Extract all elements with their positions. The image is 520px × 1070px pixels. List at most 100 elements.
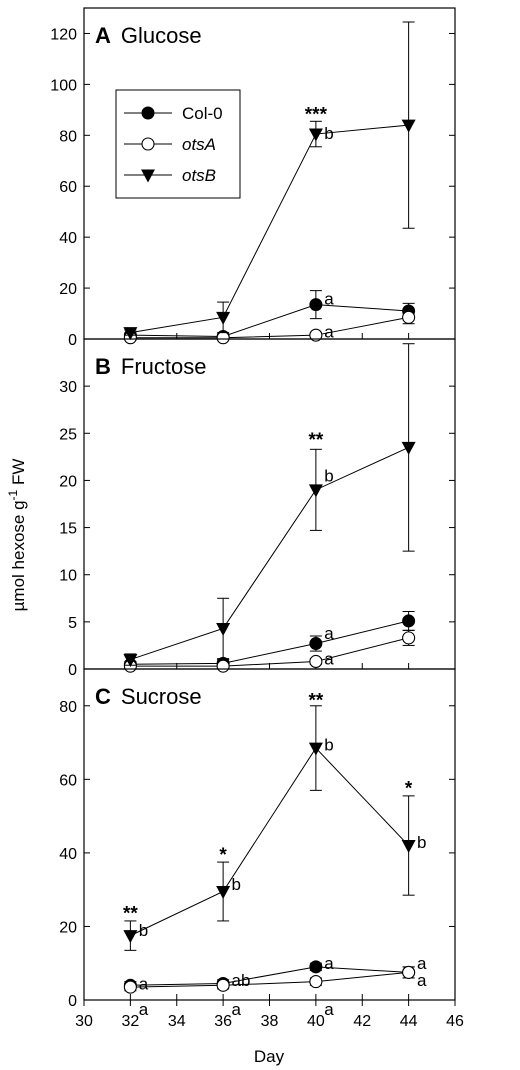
group-letter: a <box>324 289 334 308</box>
panel-letter: C <box>95 684 111 709</box>
significance-stars: ** <box>308 690 323 711</box>
panel-frame-C <box>83 668 456 1001</box>
point-otsB <box>123 930 138 944</box>
series-otsB <box>123 705 416 951</box>
y-title-superscript: -1 <box>6 489 20 500</box>
point-otsB <box>308 742 323 756</box>
x-axis: 30 32 34 36 38 40 42 44 46 <box>75 1000 464 1030</box>
y-title-part: FW <box>9 459 28 490</box>
group-letter: a <box>324 650 334 669</box>
group-letter: b <box>417 833 426 852</box>
y-tick-label: 20 <box>59 281 77 298</box>
x-tick-label: 34 <box>168 1013 186 1030</box>
group-letter: a <box>324 954 334 973</box>
legend-marker <box>141 169 155 183</box>
series-otsA <box>123 965 416 994</box>
point-otsB <box>401 441 416 455</box>
point-otsA <box>309 328 323 342</box>
point-otsA <box>309 975 323 989</box>
legend-item-Col-0: Col-0 <box>124 104 223 123</box>
y-tick-label: 60 <box>59 772 77 789</box>
series-line-otsA <box>130 637 409 667</box>
series-line-otsB <box>130 446 409 661</box>
panel-title: C Sucrose <box>95 684 202 709</box>
panel-title-text: Fructose <box>121 354 207 379</box>
group-letter: b <box>324 467 333 486</box>
point-Col-0 <box>309 298 323 312</box>
y-tick-label: 120 <box>50 26 77 43</box>
y-tick-label: 40 <box>59 846 77 863</box>
y-title-part: µmol hexose g <box>9 500 28 611</box>
legend-item-otsB: otsB <box>124 166 216 185</box>
point-otsB <box>216 311 231 325</box>
legend: Col-0 otsA otsB <box>115 89 241 199</box>
point-otsA <box>216 331 230 345</box>
y-axis-title: µmol hexose g-1 FW <box>6 459 28 612</box>
y-tick-label: 5 <box>68 615 77 632</box>
x-tick-label: 30 <box>75 1013 93 1030</box>
x-tick-label: 42 <box>353 1013 371 1030</box>
x-tick-label: 44 <box>400 1013 418 1030</box>
group-letter: a <box>139 974 149 993</box>
group-letter: b <box>139 921 148 940</box>
panel-letter: B <box>95 354 111 379</box>
panel-title: A Glucose <box>95 23 202 48</box>
group-letter: a <box>324 624 334 643</box>
y-tick-label: 15 <box>59 521 77 538</box>
point-otsA <box>216 978 230 992</box>
point-otsA <box>123 980 137 994</box>
x-tick-label: 40 <box>307 1013 325 1030</box>
y-tick-label: 100 <box>50 77 77 94</box>
group-letter: a <box>417 954 427 973</box>
y-tick-label: 0 <box>68 662 77 679</box>
group-letter: a <box>324 322 334 341</box>
group-letter: a <box>232 1000 242 1019</box>
legend-marker <box>141 137 155 151</box>
point-Col-0 <box>402 614 416 628</box>
group-letter: a <box>139 1000 149 1019</box>
group-letter: ab <box>232 971 251 990</box>
point-Col-0 <box>309 637 323 651</box>
legend-label: Col-0 <box>182 104 223 123</box>
series-line-Col-0 <box>130 966 409 986</box>
panel-A: 0 20 40 60 80 100 120 A Glucose ***b aa <box>50 7 456 349</box>
y-tick-label: 0 <box>68 993 77 1010</box>
x-tick-label: 38 <box>261 1013 279 1030</box>
series-line-otsB <box>130 124 409 334</box>
panel-letter: A <box>95 23 111 48</box>
y-tick-label: 10 <box>59 568 77 585</box>
group-letter: b <box>324 124 333 143</box>
significance-stars: * <box>405 779 413 800</box>
point-otsA <box>402 965 416 979</box>
point-otsA <box>402 310 416 324</box>
point-otsA <box>309 654 323 669</box>
series-line-otsA <box>130 971 409 988</box>
point-otsB <box>123 327 138 341</box>
legend-label: otsB <box>182 166 216 185</box>
point-otsB <box>216 622 231 636</box>
x-axis-title: Day <box>254 1047 285 1066</box>
y-tick-label: 40 <box>59 230 77 247</box>
point-otsA <box>402 631 416 645</box>
significance-stars: * <box>219 845 227 866</box>
y-tick-label: 30 <box>59 379 77 396</box>
x-tick-label: 46 <box>446 1013 464 1030</box>
x-tick-label: 36 <box>214 1013 232 1030</box>
group-letter: b <box>232 875 241 894</box>
point-otsA <box>216 659 230 673</box>
panel-frame-B <box>83 338 456 670</box>
group-letter: a <box>324 1000 334 1019</box>
legend-label: otsA <box>182 135 216 154</box>
y-tick-label: 20 <box>59 919 77 936</box>
group-letter: b <box>324 735 333 754</box>
point-otsB <box>401 840 416 854</box>
point-otsB <box>401 119 416 133</box>
point-otsB <box>216 886 231 900</box>
point-otsB <box>308 484 323 498</box>
panel-title-text: Sucrose <box>121 684 202 709</box>
y-tick-label: 25 <box>59 426 77 443</box>
panel-title: B Fructose <box>95 354 206 379</box>
series-otsB <box>123 21 416 341</box>
